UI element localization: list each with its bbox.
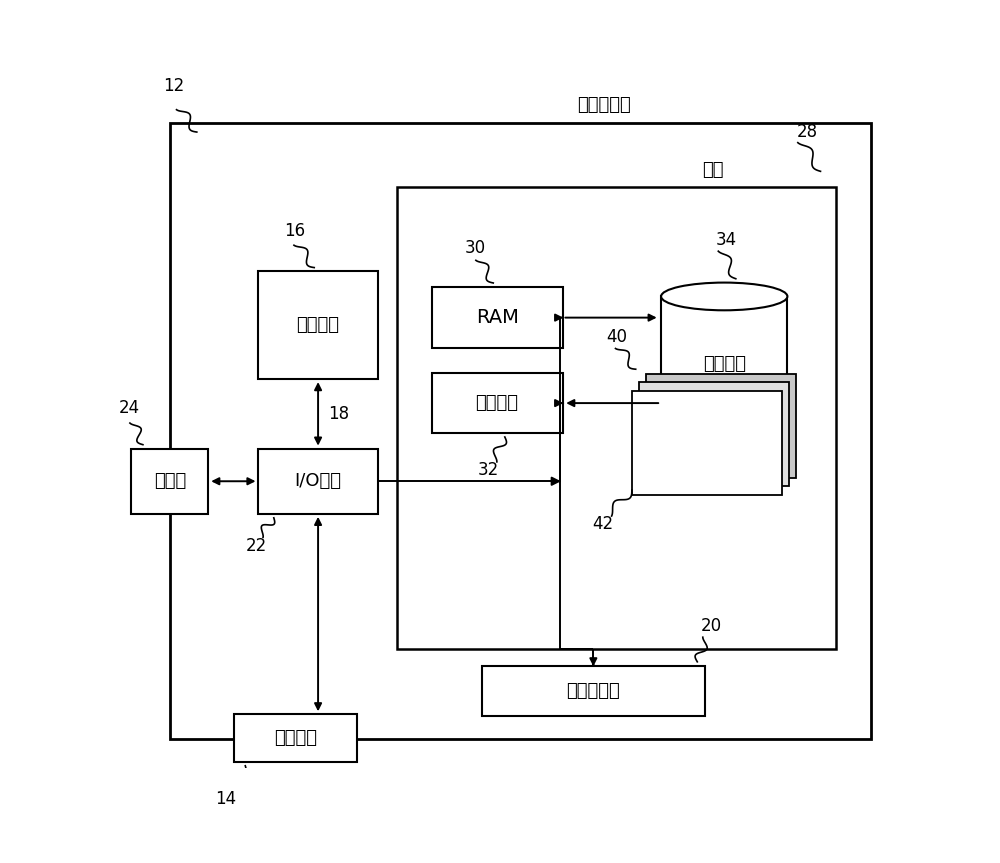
Bar	[632, 391, 782, 494]
Bar	[661, 297, 787, 416]
Bar	[258, 272, 378, 379]
Text: 30: 30	[465, 239, 486, 257]
Bar	[258, 449, 378, 514]
Text: 40: 40	[606, 328, 627, 346]
Text: 32: 32	[477, 461, 498, 479]
Bar	[432, 373, 563, 433]
Text: 高速缓存: 高速缓存	[476, 394, 519, 413]
Text: 18: 18	[328, 405, 349, 423]
Text: 34: 34	[715, 231, 736, 249]
Bar	[397, 186, 836, 649]
Text: 显示器: 显示器	[154, 472, 186, 490]
Text: 14: 14	[215, 790, 237, 808]
Bar	[131, 449, 208, 514]
Bar	[639, 382, 789, 486]
Text: 存储系统: 存储系统	[703, 355, 746, 373]
Text: 16: 16	[284, 223, 306, 241]
Text: 内存: 内存	[702, 161, 724, 179]
Bar	[432, 287, 563, 349]
Text: 24: 24	[119, 400, 140, 418]
Text: 22: 22	[246, 538, 267, 555]
Text: 计算机设备: 计算机设备	[577, 96, 631, 114]
Text: 网络适配器: 网络适配器	[566, 682, 620, 700]
Text: 42: 42	[592, 515, 613, 533]
Bar	[661, 282, 787, 297]
Text: I/O接口: I/O接口	[295, 472, 342, 490]
Bar	[646, 374, 796, 478]
Bar	[482, 665, 705, 715]
Text: 外部设备: 外部设备	[274, 729, 317, 747]
Text: RAM: RAM	[476, 308, 519, 327]
Text: 处理单元: 处理单元	[297, 317, 340, 334]
Text: 12: 12	[163, 77, 184, 95]
Ellipse shape	[661, 282, 787, 311]
Bar	[234, 715, 357, 762]
Text: 28: 28	[797, 123, 818, 141]
Text: 20: 20	[701, 617, 722, 634]
